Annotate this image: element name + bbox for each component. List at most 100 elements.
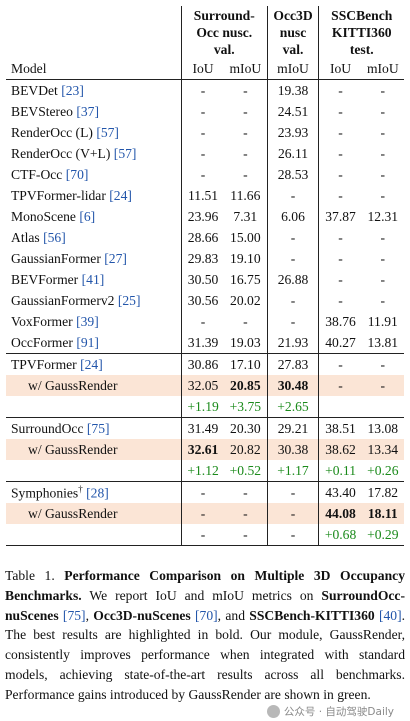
surround-iou-cell: - xyxy=(181,503,225,524)
surround-iou-cell: - xyxy=(181,311,225,332)
ssc-miou-cell: - xyxy=(380,356,386,372)
ssc-miou-cell: 13.81 xyxy=(361,332,404,354)
occ3d-group-header: Occ3D nusc val. xyxy=(266,6,319,58)
model-name: w/ GaussRender xyxy=(28,377,118,393)
table-row: BEVFormer [41] 30.50 16.75 26.88- - xyxy=(6,269,404,290)
citation-link[interactable]: [56] xyxy=(43,229,66,245)
occ3d-miou-cell: 29.21 xyxy=(266,417,319,439)
citation-link[interactable]: [24] xyxy=(80,356,103,372)
citation-link[interactable]: [25] xyxy=(117,292,141,308)
ssc-miou-cell: 17.82 xyxy=(367,484,399,500)
model-name: TPVFormer xyxy=(11,356,77,372)
caption-dataset-2: Occ3D-nuScenes xyxy=(93,607,191,623)
table-row: Atlas [56] 28.66 15.00- - - xyxy=(6,227,404,248)
surround-miou-cell: - xyxy=(243,166,248,182)
model-name-cell: VoxFormer [39] xyxy=(6,311,182,332)
table-caption: Table 1. Performance Comparison on Multi… xyxy=(5,568,406,702)
citation-link[interactable]: [57] xyxy=(96,124,119,140)
surround-miou-cell: - xyxy=(224,524,268,546)
surround-miou-cell: 19.10 xyxy=(230,250,261,266)
caption-ref-link[interactable]: [40] xyxy=(374,607,402,623)
gain-row: - - - +0.68 +0.29 xyxy=(6,524,404,546)
model-name: RenderOcc (L) xyxy=(11,124,93,140)
occ3d-miou-header: mIoU xyxy=(266,58,319,80)
citation-link[interactable]: [6] xyxy=(79,208,96,224)
ssc-iou-cell: - xyxy=(318,164,362,185)
ssc-miou-cell: - xyxy=(380,103,386,119)
ssc-iou-cell: - xyxy=(318,79,362,101)
caption-label: Table 1. xyxy=(5,568,55,583)
caption-dataset-1: SurroundOcc-nuScenes xyxy=(5,587,405,623)
model-name: BEVStereo xyxy=(11,103,73,119)
model-name-cell: OccFormer [91] xyxy=(6,332,182,354)
table-row: CTF-Occ [70] - -28.53- - xyxy=(6,164,404,185)
citation-link[interactable]: [37] xyxy=(76,103,99,119)
surround-miou-cell: 19.03 xyxy=(224,332,268,354)
ssc-iou-cell: 38.62 xyxy=(318,439,362,460)
surround-miou-cell: - xyxy=(243,484,248,500)
caption-ref-link[interactable]: [75] xyxy=(58,607,86,623)
ssc-miou-cell: +0.26 xyxy=(361,460,404,482)
surround-iou-cell: 23.96 xyxy=(181,206,225,227)
group-header-row: Surround- Occ nusc. val. Occ3D nusc val.… xyxy=(6,6,404,58)
ssc-iou-cell: - xyxy=(318,101,362,122)
surround-iou-cell: - xyxy=(181,524,225,546)
citation-link[interactable]: [91] xyxy=(76,334,99,350)
ssc-iou-cell: 44.08 xyxy=(318,503,362,524)
citation-link[interactable]: [70] xyxy=(65,166,89,182)
surround-iou-cell: - xyxy=(181,143,225,164)
caption-ref-link[interactable]: [70] xyxy=(190,607,218,623)
model-name: GaussianFormerv2 xyxy=(11,292,115,308)
citation-link[interactable]: [41] xyxy=(81,271,105,287)
model-name: SurroundOcc xyxy=(11,420,84,436)
model-name-cell: Symphonies† [28] xyxy=(6,482,182,504)
citation-link[interactable]: [39] xyxy=(76,313,99,329)
model-name-cell: w/ GaussRender xyxy=(6,439,182,460)
surround-iou-cell: 31.49 xyxy=(181,417,225,439)
model-name-cell: Atlas [56] xyxy=(6,227,182,248)
ssc-miou-cell: - xyxy=(380,166,386,182)
occ3d-miou-cell: 27.83 xyxy=(266,353,319,375)
ssc-iou-cell: 40.27 xyxy=(318,332,362,354)
surround-iou-cell: - xyxy=(181,481,225,503)
ssc-iou-cell: - xyxy=(318,353,362,375)
ssc-iou-cell: 43.40 xyxy=(318,481,362,503)
gain-label-spacer xyxy=(6,460,182,482)
ssc-iou-cell xyxy=(318,396,362,418)
surround-iou-cell: 11.51 xyxy=(181,185,225,206)
occ3d-miou-cell: - xyxy=(266,503,319,524)
occ3d-miou-cell: 24.51 xyxy=(266,101,319,122)
ssc-iou-cell: - xyxy=(318,248,362,269)
results-table: Surround- Occ nusc. val. Occ3D nusc val.… xyxy=(6,6,404,546)
surround-miou-header: mIoU xyxy=(224,58,268,80)
table-row: Symphonies† [28] - - -43.40 17.82 xyxy=(6,481,404,504)
surroundocc-group-header: Surround- Occ nusc. val. xyxy=(181,6,268,58)
ssc-miou-cell: - xyxy=(361,375,404,396)
occ3d-miou-cell: 30.48 xyxy=(266,375,319,396)
surround-iou-cell: - xyxy=(181,101,225,122)
citation-link[interactable]: [57] xyxy=(113,145,137,161)
surround-miou-cell: 11.66 xyxy=(230,187,261,203)
occ3d-miou-cell: 23.93 xyxy=(266,122,319,143)
citation-link[interactable]: [75] xyxy=(86,420,110,436)
model-name: VoxFormer xyxy=(11,313,73,329)
table-row: OccFormer [91] 31.39 19.03 21.93 40.27 13.81 xyxy=(6,332,404,354)
surround-miou-cell: - xyxy=(243,124,248,140)
model-column-header: Model xyxy=(6,58,182,80)
occ3d-miou-cell: 30.38 xyxy=(266,439,319,460)
citation-link[interactable]: [24] xyxy=(109,187,132,203)
citation-link[interactable]: [23] xyxy=(61,82,84,98)
surround-miou-cell: 16.75 xyxy=(230,271,261,287)
caption-dataset-3: SSCBench-KITTI360 xyxy=(249,607,375,623)
ssc-iou-cell: - xyxy=(318,143,362,164)
surround-miou-cell: - xyxy=(243,103,248,119)
table-row: TPVFormer [24] 30.86 17.10 27.83- - xyxy=(6,353,404,375)
ssc-iou-cell: 38.76 xyxy=(318,311,362,332)
citation-link[interactable]: [28] xyxy=(86,485,109,501)
citation-link[interactable]: [27] xyxy=(104,250,127,266)
column-header-row: Model IoU mIoU mIoU IoU mIoU xyxy=(6,58,404,80)
surround-miou-cell: +3.75 xyxy=(224,396,268,418)
ssc-miou-header: mIoU xyxy=(361,58,404,80)
ssc-miou-cell: - xyxy=(380,145,386,161)
